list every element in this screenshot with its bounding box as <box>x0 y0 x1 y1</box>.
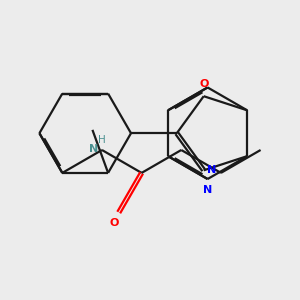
Text: O: O <box>110 218 119 228</box>
Text: N: N <box>89 144 98 154</box>
Text: O: O <box>199 79 208 89</box>
Text: N: N <box>207 165 217 175</box>
Text: H: H <box>98 134 106 145</box>
Text: N: N <box>203 184 212 194</box>
